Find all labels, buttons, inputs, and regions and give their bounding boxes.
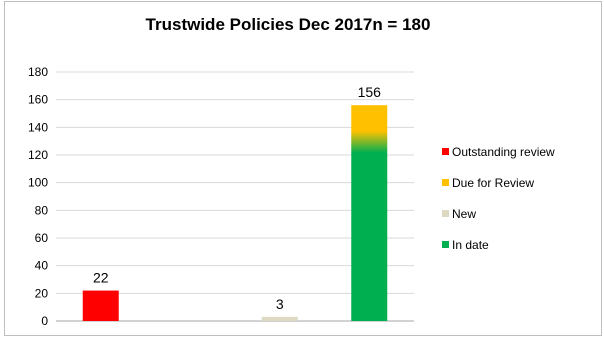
legend-label: Due for Review (452, 176, 534, 190)
data-label: 3 (276, 296, 284, 312)
data-label: 156 (358, 84, 382, 100)
y-tick-label: 120 (28, 148, 48, 162)
legend-label: Outstanding review (452, 145, 555, 159)
bar-outstanding-review (82, 290, 119, 321)
legend: Outstanding review Due for Review New In da… (442, 145, 555, 252)
y-tick-label: 140 (28, 120, 48, 134)
y-tick-label: 80 (35, 203, 49, 217)
y-axis-ticks: 0 20 40 60 80 100 120 140 160 180 (28, 65, 48, 328)
bar-new (261, 316, 298, 321)
bar-in-date (351, 105, 388, 321)
y-tick-label: 0 (41, 314, 48, 328)
legend-swatch (442, 241, 449, 248)
chart-title: Trustwide Policies Dec 2017n = 180 (146, 15, 431, 34)
chart-canvas: Trustwide Policies Dec 2017n = 180 0 20 40… (28, 15, 555, 328)
legend-swatch (442, 210, 449, 217)
data-labels: 22 3 156 (93, 84, 381, 312)
data-label: 22 (93, 270, 109, 286)
chart-frame: Trustwide Policies Dec 2017n = 180 0 20 40… (4, 1, 602, 336)
legend-label: New (452, 207, 476, 221)
y-tick-label: 20 (35, 286, 49, 300)
y-tick-label: 100 (28, 176, 48, 190)
y-tick-label: 60 (35, 231, 49, 245)
legend-swatch (442, 179, 449, 186)
bars (82, 105, 388, 321)
y-tick-label: 180 (28, 65, 48, 79)
y-tick-label: 40 (35, 259, 49, 273)
legend-swatch (442, 148, 449, 155)
legend-label: In date (452, 238, 489, 252)
y-tick-label: 160 (28, 93, 48, 107)
